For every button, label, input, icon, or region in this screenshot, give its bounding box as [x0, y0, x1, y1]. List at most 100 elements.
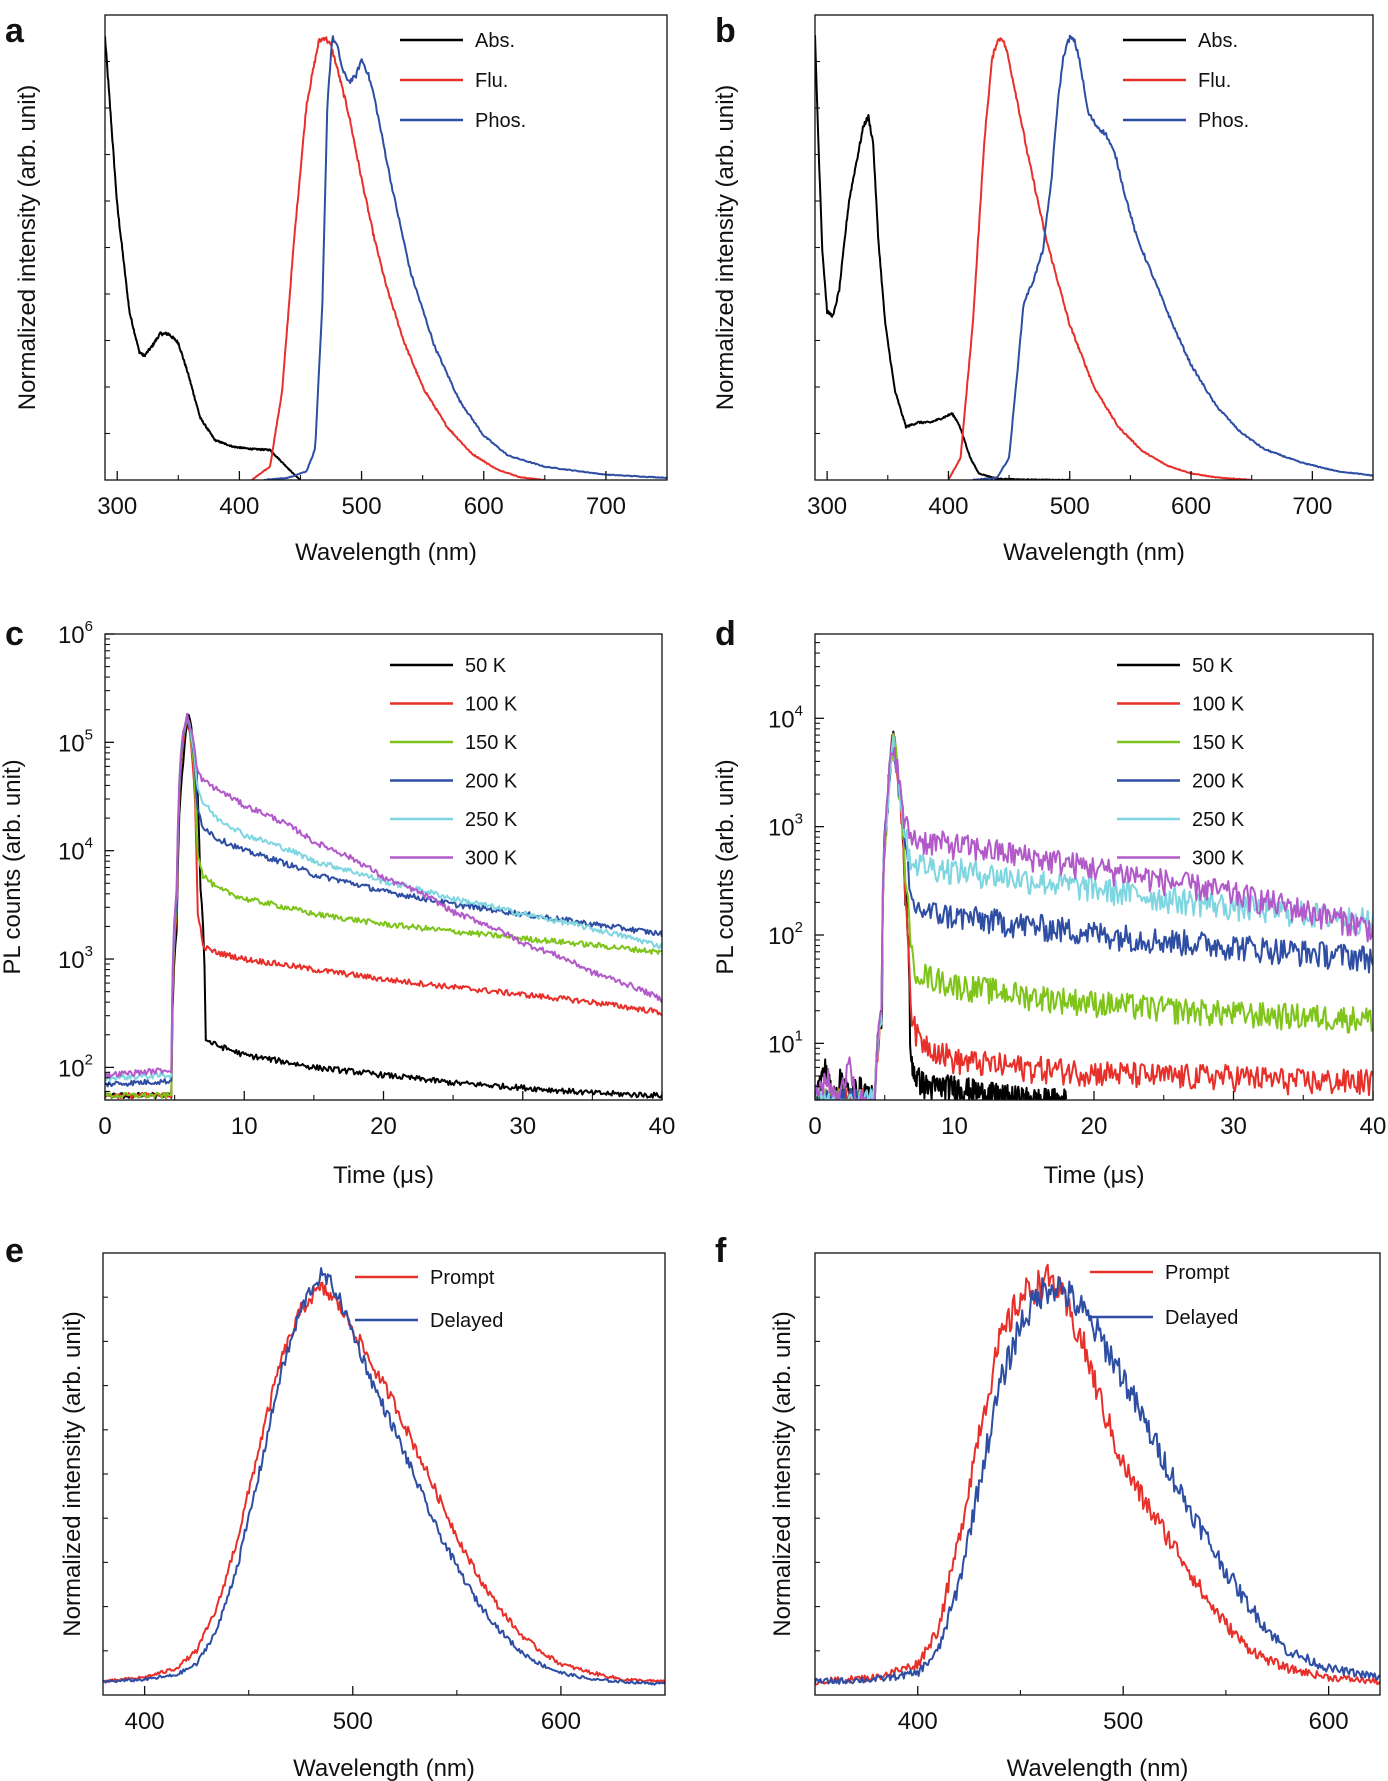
y-tick-base: 10 — [768, 923, 795, 950]
x-tick-label: 40 — [649, 1113, 676, 1140]
plot-frame — [814, 14, 1374, 481]
series-line-d-300k — [815, 746, 1373, 1100]
y-tick-label: 102 — [768, 919, 803, 950]
legend-label: Delayed — [430, 1310, 503, 1332]
legend-label: Prompt — [1165, 1262, 1230, 1284]
legend-label: 300 K — [465, 848, 518, 870]
x-tick-label: 400 — [219, 493, 259, 520]
y-tick-label: 104 — [58, 835, 93, 866]
legend-label: Flu. — [1198, 70, 1231, 92]
x-tick-label: 10 — [941, 1113, 968, 1140]
series-line-d-250k — [815, 734, 1373, 1100]
legend-label: 150 K — [1192, 732, 1245, 754]
series-line-c-200k — [105, 713, 662, 1088]
series-line-c-150k — [105, 716, 662, 1099]
x-tick-label: 20 — [1081, 1113, 1108, 1140]
legend: Prompt Delayed — [355, 1267, 503, 1332]
legend-label: Prompt — [430, 1267, 495, 1289]
legend-label: 200 K — [1192, 771, 1245, 793]
y-axis-title: Normalized intensity (arb. unit) — [769, 1311, 796, 1636]
legend-label: 200 K — [465, 771, 518, 793]
series-line-e-prompt — [103, 1281, 665, 1684]
series-line-c-250k — [105, 717, 662, 1082]
legend-label: 50 K — [465, 655, 507, 677]
x-tick-label: 40 — [1360, 1113, 1387, 1140]
legend-label: 300 K — [1192, 848, 1245, 870]
legend: Abs. Flu. Phos. — [1123, 30, 1249, 132]
x-tick-label: 0 — [98, 1113, 111, 1140]
legend-label: Abs. — [475, 30, 515, 52]
x-tick-label: 400 — [928, 493, 968, 520]
x-axis-title: Wavelength (nm) — [295, 539, 477, 566]
y-tick-label: 106 — [58, 618, 93, 649]
panel-letter: a — [5, 12, 25, 50]
y-tick-exponent: 2 — [795, 919, 803, 936]
x-axis-title: Wavelength (nm) — [1007, 1755, 1189, 1781]
panel-e: 400 500 600 Wavelength (nm) Normalized inten… — [5, 1232, 666, 1781]
series-line-a-phos — [263, 35, 667, 480]
y-tick-label: 102 — [58, 1051, 93, 1082]
y-tick-label: 103 — [58, 943, 93, 974]
series-line-c-50k — [105, 713, 662, 1100]
y-axis-title: PL counts (arb. unit) — [0, 759, 26, 974]
x-tick-label: 600 — [1171, 493, 1211, 520]
panel-f: 400 500 600 Wavelength (nm) Normalized inten… — [715, 1232, 1381, 1781]
legend: Prompt Delayed — [1090, 1262, 1238, 1329]
y-axis-title: Normalized intensity (arb. unit) — [712, 85, 739, 410]
legend-label: Phos. — [475, 110, 526, 132]
y-tick-exponent: 2 — [85, 1051, 93, 1068]
series-line-c-300k — [105, 712, 662, 1079]
x-tick-label: 400 — [898, 1708, 938, 1735]
x-tick-label: 600 — [541, 1708, 581, 1735]
x-tick-label: 500 — [1103, 1708, 1143, 1735]
legend-label: Abs. — [1198, 30, 1238, 52]
series-line-c-100k — [105, 717, 662, 1100]
x-tick-label: 30 — [1220, 1113, 1247, 1140]
panel-letter: f — [715, 1232, 727, 1270]
legend: 50 K 100 K 150 K 200 K 250 K 300 K — [1117, 655, 1245, 870]
series-line-f-delayed — [815, 1276, 1380, 1685]
panel-a: 300 400 500 600 700 Wavelength (nm) Normalized… — [5, 12, 668, 566]
legend-label: Delayed — [1165, 1307, 1238, 1329]
y-tick-base: 10 — [58, 622, 85, 649]
y-tick-exponent: 6 — [85, 618, 93, 635]
y-tick-label: 103 — [768, 811, 803, 842]
panel-letter: d — [715, 615, 736, 653]
series-line-d-100k — [815, 734, 1373, 1100]
x-tick-label: 0 — [808, 1113, 821, 1140]
x-tick-label: 300 — [97, 493, 137, 520]
y-tick-exponent: 1 — [795, 1027, 803, 1044]
x-tick-label: 300 — [807, 493, 847, 520]
x-tick-label: 400 — [125, 1708, 165, 1735]
y-tick-base: 10 — [58, 730, 85, 757]
y-tick-base: 10 — [58, 947, 85, 974]
y-tick-base: 10 — [768, 815, 795, 842]
legend-label: 250 K — [465, 809, 518, 831]
y-tick-base: 10 — [58, 1055, 85, 1082]
legend-label: 100 K — [1192, 694, 1245, 716]
x-tick-label: 500 — [333, 1708, 373, 1735]
y-axis-title: PL counts (arb. unit) — [712, 759, 739, 974]
series-line-f-prompt — [815, 1263, 1380, 1686]
y-axis-title: Normalized intensity (arb. unit) — [14, 85, 41, 410]
legend-label: Phos. — [1198, 110, 1249, 132]
x-axis-title: Wavelength (nm) — [293, 1755, 475, 1781]
x-axis-title: Time (μs) — [1044, 1162, 1145, 1189]
x-tick-label: 500 — [342, 493, 382, 520]
plot-frame — [104, 633, 663, 1101]
y-axis-title: Normalized intensity (arb. unit) — [59, 1311, 86, 1636]
series-line-e-delayed — [103, 1267, 665, 1686]
legend: Abs. Flu. Phos. — [400, 30, 526, 132]
x-axis-title: Time (μs) — [333, 1162, 434, 1189]
series-line-b-abs — [815, 35, 1071, 480]
y-tick-label: 104 — [768, 702, 803, 733]
legend-label: 150 K — [465, 732, 518, 754]
panel-letter: b — [715, 12, 736, 50]
y-tick-base: 10 — [768, 1031, 795, 1058]
legend-label: 50 K — [1192, 655, 1234, 677]
y-tick-base: 10 — [58, 839, 85, 866]
legend: 50 K 100 K 150 K 200 K 250 K 300 K — [390, 655, 518, 870]
